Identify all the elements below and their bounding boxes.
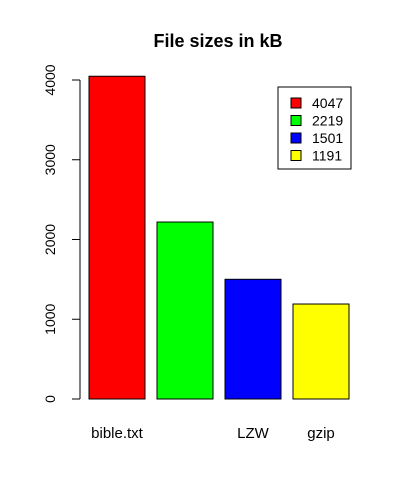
- x-category-label: bible.txt: [91, 425, 144, 442]
- x-axis-labels: bible.txt LZW gzip: [91, 425, 335, 442]
- legend-label: 2219: [312, 113, 343, 129]
- bar: [224, 278, 282, 400]
- chart-title: File sizes in kB: [153, 31, 282, 51]
- legend-swatch: [290, 115, 302, 126]
- x-category-label: LZW: [237, 425, 270, 442]
- legend-swatch: [290, 97, 302, 109]
- legend-label: 1501: [312, 130, 343, 146]
- bar: [88, 75, 146, 400]
- bar: [156, 221, 214, 400]
- y-tick-label: 1000: [42, 303, 58, 334]
- y-tick-label: 3000: [42, 144, 58, 175]
- y-tick-label: 4000: [42, 64, 58, 95]
- bars: [88, 75, 350, 400]
- bar: [292, 303, 350, 400]
- legend-label: 1191: [312, 148, 342, 164]
- y-tick-label: 0: [42, 395, 58, 403]
- legend-swatch: [290, 150, 302, 161]
- legend-box: [277, 86, 352, 170]
- legend-swatch: [290, 132, 302, 144]
- legend-label: 4047: [312, 95, 343, 111]
- x-category-label: gzip: [307, 425, 335, 442]
- y-axis: 0 1000 2000 3000 4000: [42, 64, 81, 403]
- y-tick-label: 2000: [42, 224, 58, 255]
